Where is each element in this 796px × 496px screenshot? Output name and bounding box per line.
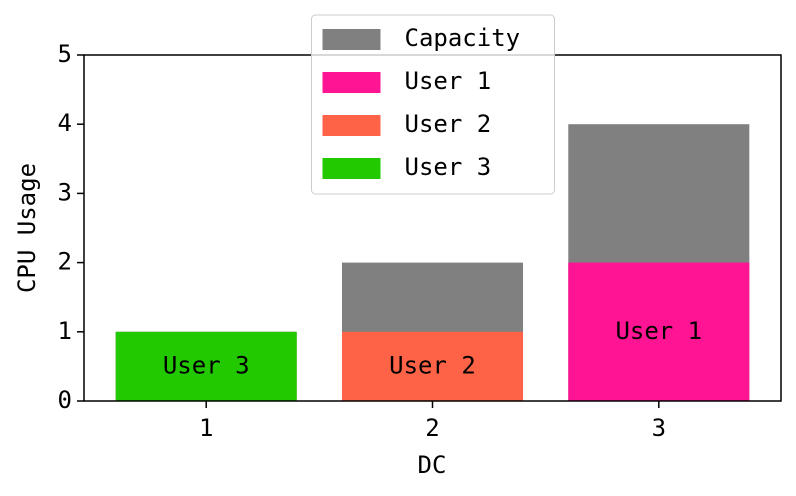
y-tick-label: 5 (58, 40, 72, 68)
bar-label: User 3 (163, 351, 250, 379)
bar (568, 262, 750, 401)
x-tick-label: 1 (199, 414, 213, 442)
y-tick-label: 4 (58, 109, 72, 137)
bar (341, 331, 524, 401)
x-tick-label: 2 (425, 414, 439, 442)
x-axis-label: DC (418, 451, 447, 479)
bar (115, 331, 297, 401)
legend-label: Capacity (405, 24, 521, 52)
y-tick-label: 2 (58, 248, 72, 276)
legend: Capacity User 1 User 2 User 3 (311, 14, 555, 195)
y-tick-label: 3 (58, 178, 72, 206)
bar-label: User 1 (615, 317, 702, 345)
x-tick-label: 3 (652, 414, 666, 442)
legend-swatch (322, 115, 381, 136)
y-tick-label: 1 (58, 317, 72, 345)
bar-label: User 2 (389, 351, 476, 379)
legend-swatch (322, 72, 381, 93)
legend-label: User 3 (405, 153, 492, 181)
legend-swatch (322, 158, 381, 179)
legend-label: User 1 (405, 67, 492, 95)
y-axis-label: CPU Usage (13, 163, 41, 293)
legend-label: User 2 (405, 110, 492, 138)
legend-box (311, 14, 555, 195)
legend-swatch (322, 29, 381, 50)
y-tick-label: 0 (58, 386, 72, 414)
